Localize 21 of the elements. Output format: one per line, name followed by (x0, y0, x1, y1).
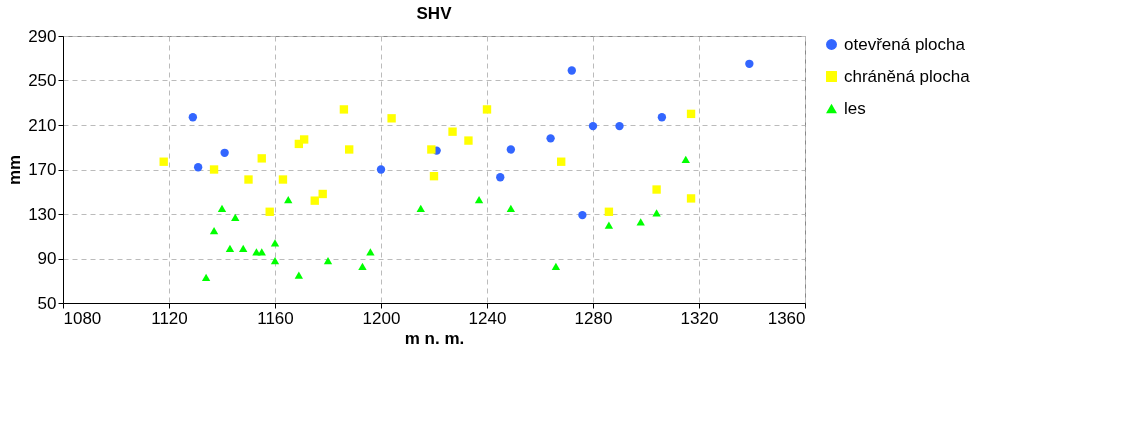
x-tick-label: 1320 (680, 308, 719, 328)
x-axis-title: m n. m. (404, 328, 465, 348)
legend-label: otevřená plocha (844, 34, 966, 54)
y-tick-label: 250 (28, 71, 57, 90)
y-tick-label: 210 (28, 115, 57, 135)
x-tick-label: 1240 (468, 308, 507, 328)
x-tick-label: 1360 (767, 308, 806, 328)
x-tick-label: 1080 (63, 308, 102, 328)
x-tick-label: 1160 (257, 308, 294, 328)
y-tick-label: 170 (28, 160, 57, 179)
y-tick-label: 130 (28, 204, 57, 224)
legend-label: chráněná plocha (844, 66, 971, 86)
y-axis-title: mm (5, 154, 25, 186)
legend-label: les (844, 98, 866, 118)
chart-title: SHV (416, 4, 453, 23)
x-tick-label: 1200 (362, 308, 401, 328)
y-tick-label: 50 (37, 293, 57, 313)
y-tick-label: 90 (37, 249, 57, 268)
y-tick-label: 290 (28, 26, 57, 46)
x-tick-label: 1120 (151, 308, 188, 328)
x-tick-label: 1280 (574, 308, 613, 328)
